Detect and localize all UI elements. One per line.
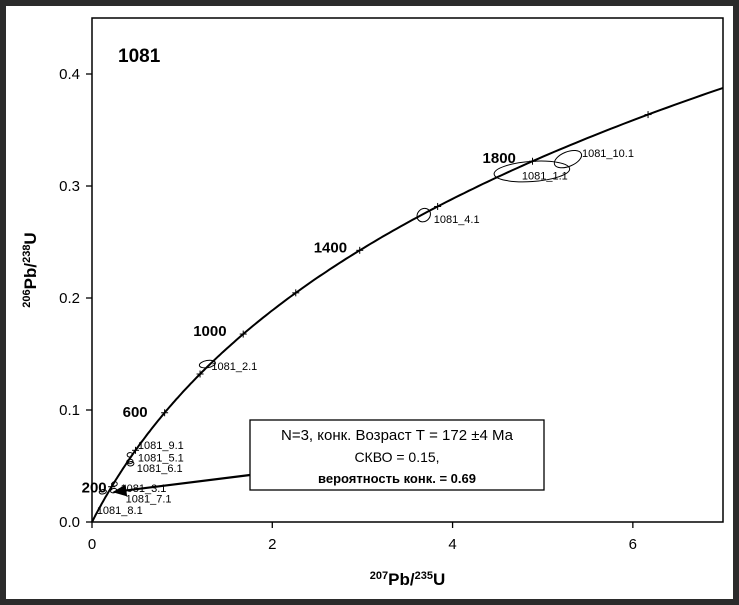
chart-title: 1081 [118, 46, 161, 67]
analysis-ellipse [98, 489, 107, 495]
ellipse-label: 1081_1.1 [522, 170, 568, 182]
y-tick-label: 0.2 [59, 290, 80, 307]
ellipses-group: 1081_10.1 1081_1.1 1081_4.1 1081_2.1 1081_9.… [97, 148, 634, 517]
axis-label-text: Pb/ [388, 570, 415, 589]
ellipse-label: 1081_8.1 [97, 505, 143, 517]
x-axis-label: 207Pb/235U [370, 570, 445, 589]
ellipse-label: 1081_10.1 [582, 148, 634, 160]
result-arrowhead [112, 484, 128, 497]
axis-label-superscript: 235 [415, 570, 433, 582]
analysis-ellipse [493, 160, 571, 183]
x-tick-label: 2 [268, 536, 276, 553]
axis-label-superscript: 207 [370, 570, 388, 582]
result-line-3: вероятность конк. = 0.69 [318, 471, 476, 486]
ellipse-label: 1081_9.1 [138, 440, 184, 452]
analysis-ellipse [127, 461, 135, 467]
analysis-ellipse [198, 359, 216, 369]
result-line-2: СКВО = 0.15, [354, 449, 439, 465]
age-label: 1000 [193, 323, 226, 340]
y-axis-label: 206Pb/238U [21, 232, 40, 307]
result-line-1: N=3, конк. Возраст Т = 172 ±4 Ма [281, 427, 514, 444]
y-tick-label: 0.1 [59, 402, 80, 419]
ellipse-label: 1081_2.1 [211, 361, 257, 373]
ellipse-label: 1081_6.1 [137, 463, 183, 475]
analysis-ellipse [126, 458, 134, 465]
ellipse-label: 1081_7.1 [126, 494, 172, 506]
axis-label-text: U [433, 570, 445, 589]
age-label: 200 [82, 480, 107, 497]
age-label: 600 [123, 404, 148, 421]
result-box [249, 419, 545, 491]
axis-label-text: U [21, 232, 40, 244]
ellipse-label: 1081_4.1 [434, 214, 480, 226]
result-box-group: N=3, конк. Возраст Т = 172 ±4 Ма СКВО = … [112, 419, 545, 497]
y-tick-label: 0.4 [59, 66, 80, 83]
chart-panel: 0 2 4 6 0.0 0.1 0.2 0.3 0.4 200 600 1000 1400 1800 1… [6, 6, 733, 599]
age-label: 1400 [314, 239, 347, 256]
age-label: 1800 [483, 150, 516, 167]
result-arrow [124, 473, 251, 492]
x-tick-label: 6 [629, 536, 637, 553]
concordia-chart: 0 2 4 6 0.0 0.1 0.2 0.3 0.4 200 600 1000 1400 1800 1… [21, 17, 724, 589]
axis-label-text: Pb/ [21, 263, 40, 290]
analysis-ellipse [416, 207, 431, 223]
x-tick-label: 4 [448, 536, 456, 553]
axis-ticks: 0 2 4 6 0.0 0.1 0.2 0.3 0.4 [59, 66, 637, 553]
axis-label-superscript: 238 [21, 245, 33, 263]
y-tick-label: 0.0 [59, 514, 80, 531]
analysis-ellipse [126, 452, 134, 458]
ellipse-label: 1081_5.1 [138, 453, 184, 465]
axis-label-superscript: 206 [21, 289, 33, 307]
y-tick-label: 0.3 [59, 178, 80, 195]
analysis-ellipse [111, 481, 118, 487]
x-tick-label: 0 [88, 536, 96, 553]
analysis-ellipse [553, 149, 583, 169]
